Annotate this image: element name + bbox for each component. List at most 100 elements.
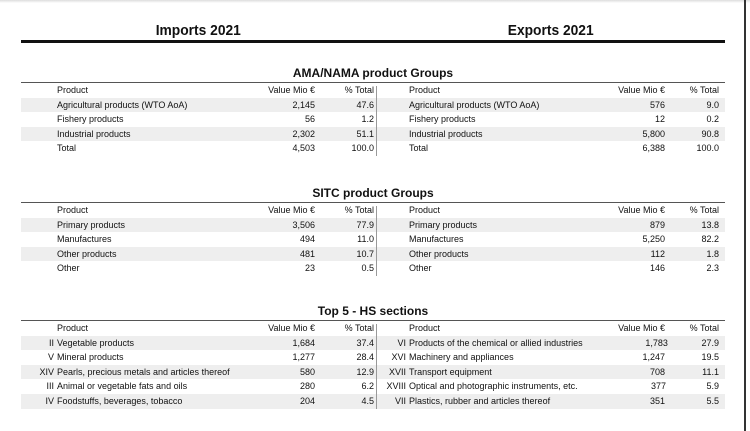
value-cell: 280 <box>299 381 315 392</box>
value-cell: 377 <box>650 381 666 392</box>
pct-cell: 27.9 <box>701 337 719 348</box>
section-title: AMA/NAMA product Groups <box>292 66 454 80</box>
section-tables: Product Value Mio € % Total II Vegetable pro… <box>21 321 725 409</box>
pct-cell: 19.5 <box>701 352 719 363</box>
value-cell: 1,684 <box>292 337 315 348</box>
header-pct: % Total <box>689 323 719 333</box>
product-name: Transport equipment <box>409 366 492 377</box>
product-name: Industrial products <box>57 128 131 139</box>
pct-cell: 9.0 <box>706 99 719 110</box>
table-row: Fishery products 12 0.2 <box>377 112 725 127</box>
product-name: Fishery products <box>57 114 124 125</box>
value-cell: 146 <box>649 263 665 274</box>
pct-cell: 1.2 <box>361 114 374 125</box>
table-row: Other 23 0.5 <box>21 261 377 276</box>
product-cell: Fishery products <box>21 112 255 127</box>
column-divider <box>376 324 377 409</box>
table-header: Product Value Mio € % Total <box>21 203 377 218</box>
product-cell: Total <box>21 141 255 156</box>
product-name: Primary products <box>57 219 126 230</box>
product-name: Manufactures <box>57 234 112 245</box>
table-row: Primary products 3,506 77.9 <box>21 217 377 233</box>
product-name: Fishery products <box>409 114 476 125</box>
product-name: Animal or vegetable fats and oils <box>57 381 188 392</box>
pct-cell: 13.8 <box>701 219 719 230</box>
table-row: Industrial products 5,800 90.8 <box>377 126 725 142</box>
section-title: Top 5 - HS sections <box>317 304 429 318</box>
value-cell: 481 <box>299 248 315 259</box>
product-cell: XVII Transport equipment <box>377 365 575 380</box>
section-rule <box>21 320 725 321</box>
pct-cell: 11.0 <box>357 234 374 245</box>
header-product: Product <box>57 85 89 95</box>
pct-cell: 0.5 <box>361 263 374 274</box>
value-cell: 3,506 <box>292 219 315 230</box>
table-header: Product Value Mio € % Total <box>377 83 725 98</box>
value-cell: 5,250 <box>642 234 665 245</box>
section-rule <box>21 82 725 83</box>
product-cell: XVI Machinery and appliances <box>377 350 575 365</box>
hs-section-number: IV <box>45 395 54 406</box>
value-cell: 2,302 <box>292 128 315 139</box>
table-header: Product Value Mio € % Total <box>21 83 377 98</box>
section-tables: Product Value Mio €% Total Primary product… <box>21 203 725 276</box>
product-cell: Other <box>377 261 575 276</box>
section-2: Top 5 - HS sections Product Value Mio € % T… <box>21 304 725 409</box>
hs-section-number: VI <box>397 337 406 348</box>
header-value: Value Mio € <box>618 85 665 95</box>
top-shadow <box>0 0 750 3</box>
pct-cell: 100.0 <box>696 143 719 154</box>
product-cell: Other products <box>377 247 575 262</box>
column-divider <box>376 206 377 276</box>
imports-table: Product Value Mio € % Total Primary product… <box>21 203 377 276</box>
value-cell: 6,388 <box>642 143 665 154</box>
header-value: Value Mio € <box>268 205 315 215</box>
table-row: Industrial products 2,302 51.1 <box>21 126 377 142</box>
heading-rule <box>21 40 725 43</box>
product-cell: Primary products <box>21 218 255 233</box>
exports-table: Product Value Mio € % Total VI Products of t… <box>377 321 725 409</box>
product-cell: VII Plastics, rubber and articles thereof <box>377 394 575 409</box>
pct-cell: 47.6 <box>356 99 374 110</box>
value-cell: 879 <box>649 219 665 230</box>
table-row: Other 146 2.3 <box>377 261 725 276</box>
value-cell: 708 <box>649 366 665 377</box>
product-cell: Fishery products <box>377 112 575 127</box>
hs-section-number: XVI <box>391 352 406 363</box>
header-product: Product <box>57 323 89 333</box>
product-cell: Industrial products <box>21 127 255 142</box>
pct-cell: 0.2 <box>706 114 719 125</box>
table-row: VI Products of the chemical or allied ind… <box>377 335 725 351</box>
pct-cell: 5.5 <box>706 395 719 406</box>
pct-cell: 82.2 <box>701 234 719 245</box>
table-row: VII Plastics, rubber and articles thereof… <box>377 393 725 409</box>
value-cell: 1,277 <box>292 352 315 363</box>
pct-cell: 10.7 <box>356 248 374 259</box>
table-row: Manufactures 494 11.0 <box>21 232 377 247</box>
product-name: Primary products <box>409 219 478 230</box>
table-header: Product Value Mio € % Total <box>377 203 725 218</box>
table-row: III Animal or vegetable fats and oils 280 6… <box>21 379 377 394</box>
section-rule <box>21 202 725 203</box>
value-cell: 112 <box>650 248 665 259</box>
product-cell: XIV Pearls, precious metals and articles … <box>21 365 255 380</box>
table-row: Total 6,388 100.0 <box>377 141 725 156</box>
table-row: IV Foodstuffs, beverages, tobacco 204 4.5 <box>21 393 377 409</box>
value-cell: 576 <box>649 99 665 110</box>
section-1: SITC product Groups Product Value Mio € % T… <box>21 186 725 276</box>
header-pct: % Total <box>344 323 374 333</box>
product-name: Other <box>57 263 80 274</box>
section-title: SITC product Groups <box>312 186 434 200</box>
pct-cell: 90.8 <box>701 128 719 139</box>
product-name: Industrial products <box>409 128 483 139</box>
table-row: XIV Pearls, precious metals and articles … <box>21 364 377 380</box>
table-row: Fishery products 56 1.2 <box>21 112 377 127</box>
pct-cell: 28.4 <box>356 352 374 363</box>
pct-cell: 51.1 <box>356 128 374 139</box>
product-name: Optical and photographic instruments, et… <box>409 381 578 392</box>
product-name: Pearls, precious metals and articles the… <box>57 366 230 377</box>
product-cell: IV Foodstuffs, beverages, tobacco <box>21 394 255 409</box>
table-row: Other products 112 1.8 <box>377 246 725 262</box>
pct-cell: 2.3 <box>706 263 719 274</box>
table-row: Agricultural products (WTO AoA) 576 9.0 <box>377 97 725 113</box>
